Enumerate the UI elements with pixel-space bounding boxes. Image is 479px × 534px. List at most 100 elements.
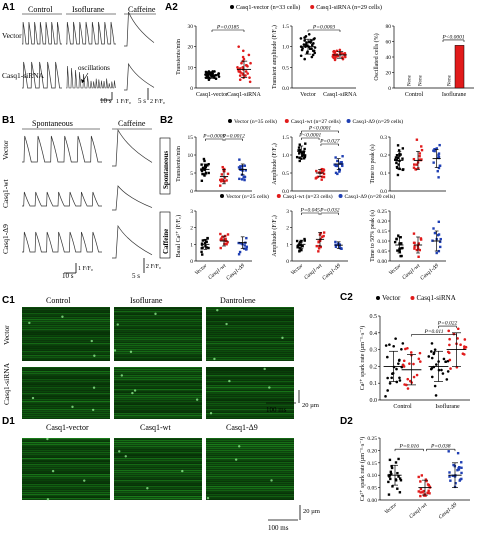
scan-line [114,442,202,444]
scan-line [114,450,202,452]
data-point [430,366,434,370]
scan-line [114,409,202,411]
spark [146,487,149,490]
data-point [420,474,424,477]
scan-line [114,403,202,405]
scan-line [114,357,202,359]
scan-line [114,345,202,347]
scan-line [206,307,294,309]
data-point [295,155,299,159]
data-point [243,178,246,182]
data-point [442,357,446,361]
y-tick-label: 1.0 [282,45,289,51]
scan-line [206,476,294,478]
legend-marker [220,194,224,198]
scan-line [22,307,110,309]
scan-line [22,341,110,343]
data-point [206,164,209,167]
data-point [206,237,209,240]
p-value: P=0.027 [319,139,340,145]
data-point [437,368,441,372]
scan-line [22,381,110,383]
spark [263,367,266,371]
scan-line [22,409,110,411]
data-point [437,155,441,159]
legend-label: Casq1-Δ9 (n=29 cells) [353,118,404,125]
data-point [387,493,391,496]
c1-linescan-images [22,307,294,419]
data-point [246,65,249,68]
scan-line [22,454,110,456]
legend-label: Vector [382,294,401,302]
data-point [313,51,317,55]
data-point [204,70,208,74]
y-tick-label: 0.15 [367,461,377,467]
y-tick-label: 0 [286,259,289,265]
data-point [456,451,460,455]
scan-line [206,335,294,337]
y-tick-label: 0.00 [367,498,377,504]
x-tick-label: Vector [290,262,305,276]
scan-line [206,413,294,415]
scan-line [114,385,202,387]
data-point [388,382,392,385]
scan-line [114,389,202,391]
y-tick-label: 3 [190,209,193,215]
data-point [396,471,399,475]
y-tick-label: 1.5 [282,135,289,141]
c1-col-0: Control [46,296,71,305]
data-point [434,394,438,397]
data-point [396,166,399,169]
data-point [303,154,307,157]
data-point [207,246,210,250]
data-point [394,461,398,464]
scan-line [22,411,110,413]
data-point [417,357,421,361]
x-tick-label: Casq1-siRNA [323,92,357,98]
data-point [317,240,320,244]
data-point [447,329,451,333]
spark [234,458,238,461]
data-point [334,240,337,244]
y-axis-label: Amplitude (F/F₀) [271,215,278,257]
panel-label-c1: C1 [2,295,15,306]
y-tick-label: 0.25 [367,436,377,442]
data-point [246,72,250,75]
x-tick-label: Casq1-vector [196,92,228,98]
x-tick-label: Casq1-wt [408,502,428,520]
data-point [200,163,203,166]
data-point [437,233,441,236]
data-point [389,470,392,474]
data-point [397,359,401,362]
data-point [226,240,229,244]
scan-line [114,407,202,409]
panel-label-b2: B2 [160,115,173,126]
y-tick-label: 0.0 [282,86,289,92]
data-point [219,238,222,241]
scan-line [22,345,110,347]
b2-chart-time-to-peak: 0.0 0.1 0.2 0.3 Time to peak (s) [369,135,446,195]
scan-line [114,498,202,500]
spark [83,479,86,482]
data-point [332,49,336,53]
scan-line [22,359,110,361]
legend-label: Vector (n=25 cells) [226,193,269,200]
spark [46,437,49,441]
a1-trace-vector-caffeine [124,11,155,47]
data-point [413,247,416,250]
legend-marker [410,296,415,300]
data-point [435,251,438,255]
scan-line [22,319,110,321]
data-point [338,246,341,249]
data-point [298,143,301,146]
data-point [440,368,443,372]
scan-line [22,371,110,373]
scan-line [206,343,294,345]
data-point [225,243,228,246]
legend-marker [276,194,281,198]
data-point [238,177,241,181]
data-point [303,57,306,61]
data-point [412,163,416,166]
b1-trace-wt-caff [112,185,153,211]
x-tick-label: Control [405,92,424,98]
